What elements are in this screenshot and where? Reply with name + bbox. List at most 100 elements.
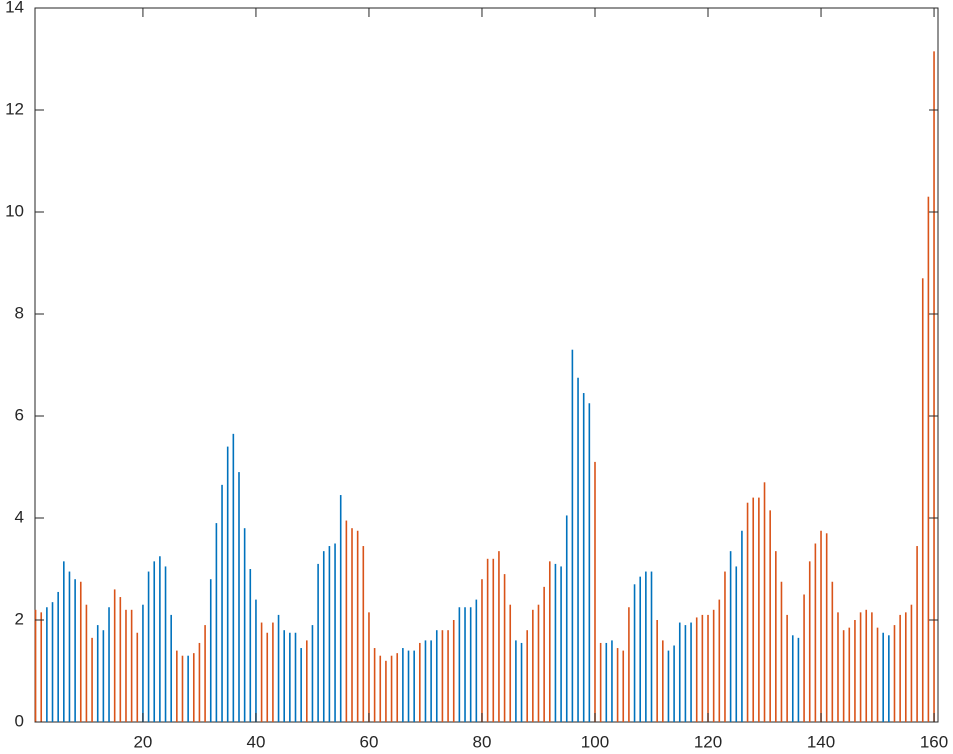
bar [221,484,223,722]
bar [334,543,336,722]
bar [238,472,240,722]
bar [775,551,777,722]
bar [837,612,839,722]
bar [859,612,862,722]
bar [481,579,483,722]
bar [125,609,127,722]
bar [413,650,415,722]
bar [368,612,370,722]
bar [831,581,834,722]
bar [599,642,602,722]
bar [51,602,54,722]
bar [904,612,907,722]
bar [678,622,681,722]
bar [639,576,642,722]
bar [209,579,212,722]
bar [724,571,726,722]
bar [718,599,721,722]
bar [854,620,856,722]
bar [515,640,517,722]
y-tick-label: 14 [5,0,24,16]
bar [684,625,687,722]
bar [876,627,879,722]
bar [656,620,658,722]
bar [701,614,704,722]
bar [758,497,760,722]
bar [888,635,890,722]
bar [695,617,698,722]
bar [68,571,71,722]
bar [554,563,557,722]
bar [797,637,800,722]
bar [339,495,342,722]
bar [503,574,506,722]
bar [588,403,591,722]
bar [57,591,59,722]
bar [46,607,48,722]
bar [464,607,466,722]
bar [379,655,382,722]
bar [198,642,201,722]
bar [910,604,913,722]
bar [147,571,150,722]
y-tick-label: 4 [15,507,24,526]
bar [650,571,653,722]
bar [74,579,76,722]
bar [560,566,562,722]
bar [763,482,766,722]
y-tick-label: 0 [15,711,24,730]
bar [243,528,246,722]
bar [255,599,257,722]
bar [226,446,229,722]
bar [63,561,65,722]
bar [142,604,144,722]
bar [871,612,873,722]
bar [283,630,286,722]
bar [498,551,500,722]
bar [899,614,901,722]
bar [328,546,331,722]
bar [153,561,156,722]
x-tick-label: 40 [246,732,265,751]
bar [452,620,455,722]
bar [746,502,749,722]
bar [192,653,195,722]
bar [91,637,93,722]
x-tick-label: 100 [581,732,609,751]
bar [735,566,738,722]
bar [447,630,449,722]
bar [741,530,743,722]
bar [435,630,438,722]
bar [633,584,636,722]
bar [605,642,608,722]
bar [611,640,613,722]
bar [164,566,167,722]
bar [537,604,540,722]
bar [803,594,805,722]
bar [548,561,551,722]
y-tick-label: 10 [5,201,24,220]
bar [486,558,489,722]
x-tick-label: 140 [807,732,835,751]
bar [430,640,432,722]
bar [322,551,325,722]
bar [85,604,88,722]
bar [729,551,732,722]
bar [317,563,319,722]
bar [385,660,387,722]
bar [396,653,399,722]
bar [34,609,37,722]
bar [520,642,523,722]
bar [204,625,206,722]
bar [492,558,495,722]
x-tick-label: 60 [360,732,379,751]
y-tick-label: 2 [15,609,24,628]
bar [673,645,675,722]
bar [752,497,755,722]
bar [108,607,110,722]
bar [667,650,670,722]
bar [390,655,393,722]
bar [628,607,630,722]
bar [176,650,178,722]
